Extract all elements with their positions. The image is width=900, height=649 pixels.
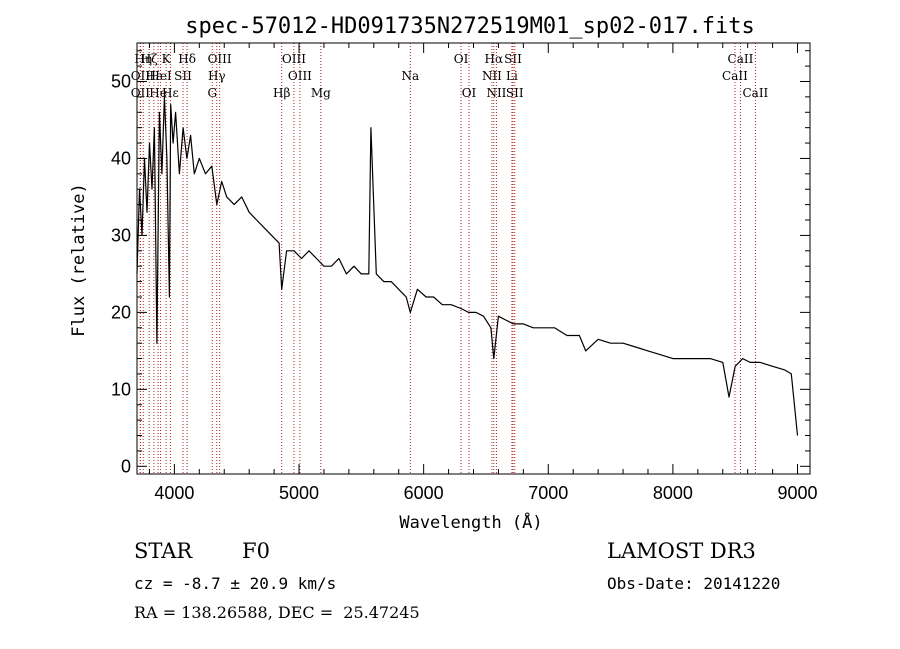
y-axis-label: Flux (relative) (69, 183, 89, 337)
subclass-label: F0 (242, 539, 270, 563)
line-marker-label-25: Li (506, 69, 518, 83)
line-marker-label-19: OI (454, 52, 469, 66)
line-marker-label-7: HeI (149, 69, 172, 83)
y-tick-label-30: 30 (111, 225, 131, 245)
line-marker-label-28: CaII (722, 69, 748, 83)
x-tick-label-5000: 5000 (279, 483, 319, 503)
line-marker-label-16: OIII (288, 69, 312, 83)
series-group (136, 96, 799, 436)
x-tick-label-7000: 7000 (528, 483, 568, 503)
line-marker-label-12: Hγ (208, 69, 226, 83)
line-marker-label-23: NII (486, 86, 506, 100)
axis-ticks: 4000 5000 6000 7000 8000 9000 0 10 20 30 40 50 (111, 43, 818, 503)
line-marker-label-3: Hζ (141, 52, 158, 66)
survey-label: LAMOST DR3 (607, 539, 756, 563)
x-tick-label-8000: 8000 (653, 483, 693, 503)
line-marker-label-0: Hη (134, 52, 152, 66)
chart-title: spec-57012-HD091735N272519M01_sp02-017.f… (185, 14, 755, 39)
radec-text: RA = 138.26588, DEC = 25.47245 (134, 603, 420, 622)
x-tick-label-9000: 9000 (778, 483, 818, 503)
y-tick-label-40: 40 (111, 148, 131, 168)
redshift-text: cz = -8.7 ± 20.9 km/s (134, 574, 337, 593)
x-axis-label: Wavelength (Å) (399, 511, 542, 533)
x-tick-label-6000: 6000 (404, 483, 444, 503)
x-tick-label-4000: 4000 (154, 483, 194, 503)
line-marker-label-9: Hδ (178, 52, 196, 66)
y-tick-label-10: 10 (111, 379, 131, 399)
line-marker-label-24: SII (504, 52, 522, 66)
line-marker-label-8: Hε (162, 86, 179, 100)
line-marker-label-14: Hβ (273, 86, 290, 100)
line-marker-label-21: Hα (485, 52, 504, 66)
line-marker-label-29: CaII (742, 86, 768, 100)
line-marker-label-26: SII (506, 86, 524, 100)
plot-frame (136, 42, 811, 475)
obs-date-text: Obs-Date: 20141220 (607, 574, 781, 593)
y-tick-label-0: 0 (121, 456, 131, 476)
line-marker-label-2: OII (131, 86, 151, 100)
line-marker-label-10: SII (174, 69, 192, 83)
line-marker-label-18: Na (401, 69, 419, 83)
line-marker-label-15: OIII (282, 52, 306, 66)
line-marker-label-6: K (162, 52, 172, 66)
line-marker-label-20: OI (462, 86, 477, 100)
series-line-flux (136, 96, 799, 436)
line-marker-label-5: He (149, 86, 167, 100)
line-marker-label-22: NII (482, 69, 502, 83)
y-tick-label-50: 50 (111, 71, 131, 91)
line-marker-label-13: G (207, 86, 217, 100)
line-marker-label-17: Mg (311, 86, 331, 100)
line-marker-label-11: OIII (208, 52, 232, 66)
line-marker-label-27: CaII (728, 52, 754, 66)
class-label: STAR (134, 539, 193, 563)
y-tick-label-20: 20 (111, 302, 131, 322)
